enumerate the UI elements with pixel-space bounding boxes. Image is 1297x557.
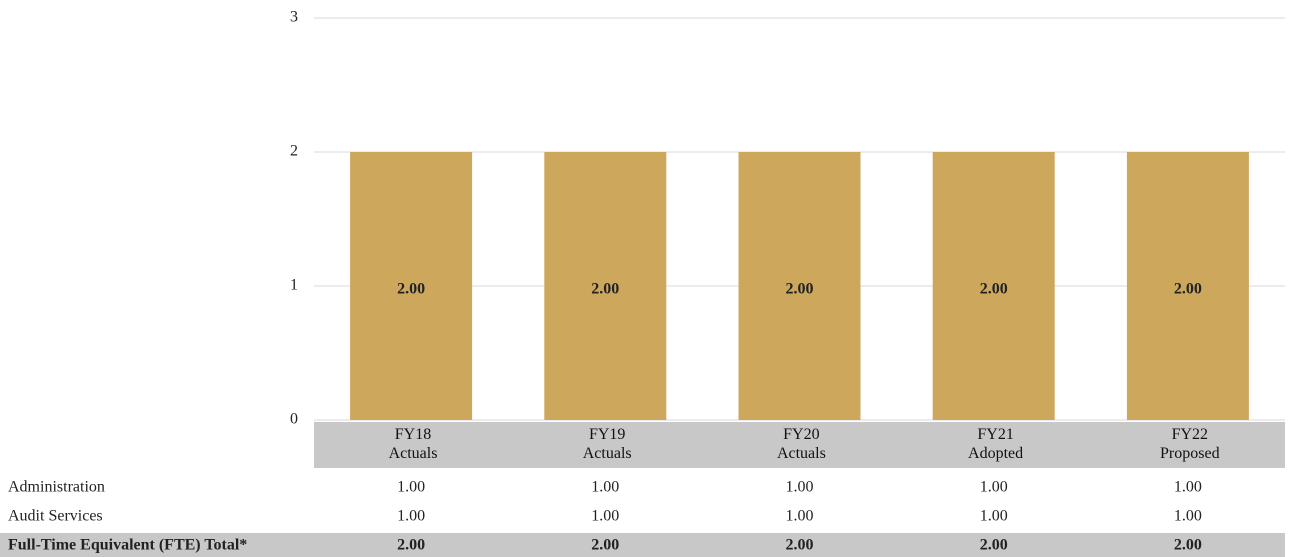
row-label: Audit Services <box>8 508 103 525</box>
bar <box>544 152 667 420</box>
data-label: 2.00 <box>1174 281 1202 298</box>
cell: 1.00 <box>980 508 1008 525</box>
x-tick-label: FY22 Proposed <box>1160 426 1220 462</box>
cell: 2.00 <box>591 537 619 554</box>
cell: 2.00 <box>980 537 1008 554</box>
cell: 1.00 <box>980 479 1008 496</box>
cell: 1.00 <box>591 479 619 496</box>
cell: 2.00 <box>397 537 425 554</box>
row-label: Administration <box>8 479 105 496</box>
bar <box>932 152 1055 420</box>
x-tick-label: FY18 Actuals <box>388 426 438 462</box>
bar <box>738 152 861 420</box>
data-label: 2.00 <box>591 281 619 298</box>
cell: 1.00 <box>786 508 814 525</box>
y-tick-label: 3 <box>290 9 298 26</box>
y-tick-label: 0 <box>290 411 298 428</box>
row-label: Full-Time Equivalent (FTE) Total* <box>8 537 247 554</box>
cell: 1.00 <box>397 508 425 525</box>
x-tick-label: FY21 Adopted <box>968 426 1024 462</box>
y-tick-label: 1 <box>290 277 298 294</box>
cell: 1.00 <box>591 508 619 525</box>
category-band <box>314 422 1285 468</box>
cell: 1.00 <box>1174 479 1202 496</box>
bar <box>1126 152 1249 420</box>
total-row-band <box>0 533 1285 557</box>
x-tick-label: FY19 Actuals <box>582 426 632 462</box>
cell: 2.00 <box>1174 537 1202 554</box>
cell: 1.00 <box>786 479 814 496</box>
data-label: 2.00 <box>397 281 425 298</box>
data-label: 2.00 <box>786 281 814 298</box>
cell: 1.00 <box>397 479 425 496</box>
data-label: 2.00 <box>980 281 1008 298</box>
cell: 2.00 <box>786 537 814 554</box>
x-tick-label: FY20 Actuals <box>776 426 826 462</box>
bar <box>350 152 473 420</box>
y-tick-label: 2 <box>290 143 298 160</box>
cell: 1.00 <box>1174 508 1202 525</box>
